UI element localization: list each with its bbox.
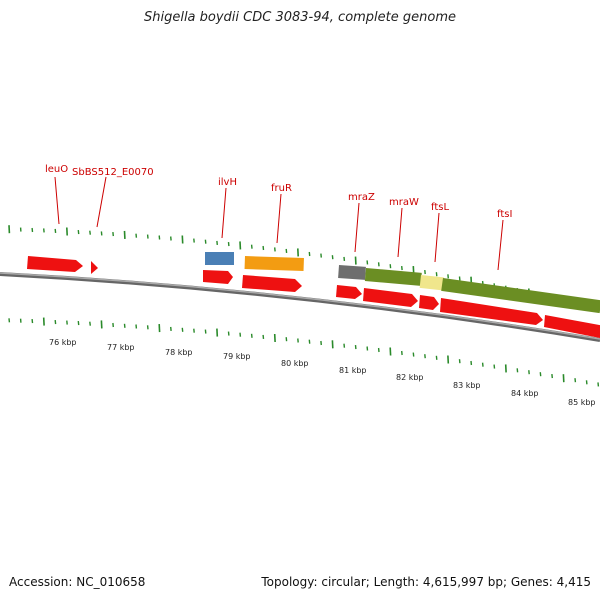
- gene-arrow-leuO: [27, 256, 83, 272]
- gene-arrow-ftsL: [419, 295, 439, 310]
- feature-block-olive-2: [441, 278, 600, 314]
- gene-arrow-mraZ: [336, 285, 362, 299]
- kbp-label-80: 80 kbp: [281, 359, 309, 368]
- feature-block-ftsL: [419, 275, 444, 291]
- leader-ftsL: [434, 212, 440, 263]
- leader-leuO: [54, 176, 60, 225]
- genome-backbone-highlight: [0, 272, 600, 340]
- kbp-label-85: 85 kbp: [568, 398, 596, 407]
- tick-row-bottom: [8, 317, 600, 387]
- gene-label-mraZ: mraZ: [348, 192, 375, 203]
- gene-arrow-ilvH: [203, 270, 233, 284]
- gene-label-fruR: fruR: [271, 183, 292, 194]
- tick-bottom-minor: [89, 321, 91, 326]
- tick-row-top: [8, 225, 600, 311]
- kbp-label-77: 77 kbp: [107, 343, 135, 352]
- kbp-label-83: 83 kbp: [453, 381, 481, 390]
- gene-arrow-mraW: [363, 288, 418, 307]
- gene-label-ftsI: ftsI: [497, 209, 512, 220]
- tick-top-minor: [89, 230, 91, 235]
- gene-arrow-fruR: [242, 275, 302, 292]
- feature-block-ilvH: [205, 252, 234, 265]
- leader-ilvH: [221, 187, 227, 239]
- feature-block-fruR: [244, 256, 304, 272]
- gene-arrow-SbBS512_E0070: [91, 261, 98, 274]
- kbp-label-81: 81 kbp: [339, 366, 367, 375]
- leader-SbBS512_E0070: [96, 176, 107, 228]
- genome-summary-text: Topology: circular; Length: 4,615,997 bp…: [261, 575, 591, 589]
- feature-block-olive-1: [364, 268, 422, 286]
- gene-label-mraW: mraW: [389, 197, 419, 208]
- gene-arrow-next: [544, 315, 600, 339]
- leader-mraW: [397, 207, 403, 258]
- kbp-label-76: 76 kbp: [49, 338, 77, 347]
- genome-backbone: [0, 272, 600, 342]
- gene-arrow-ftsI: [440, 298, 543, 325]
- gene-label-ftsL: ftsL: [431, 202, 449, 213]
- kbp-label-78: 78 kbp: [165, 348, 193, 357]
- kbp-label-82: 82 kbp: [396, 373, 424, 382]
- feature-block-mraZ: [338, 265, 366, 280]
- gene-label-leuO: leuO: [45, 164, 68, 175]
- leader-mraZ: [354, 202, 360, 253]
- leader-ftsI: [497, 219, 504, 271]
- kbp-label-79: 79 kbp: [223, 352, 251, 361]
- gene-label-SbBS512_E0070: SbBS512_E0070: [72, 167, 154, 178]
- gene-label-ilvH: ilvH: [218, 177, 237, 188]
- accession-text: Accession: NC_010658: [9, 575, 146, 589]
- kbp-label-84: 84 kbp: [511, 389, 539, 398]
- map-title: Shigella boydii CDC 3083-94, complete ge…: [143, 10, 457, 25]
- leader-fruR: [276, 193, 282, 244]
